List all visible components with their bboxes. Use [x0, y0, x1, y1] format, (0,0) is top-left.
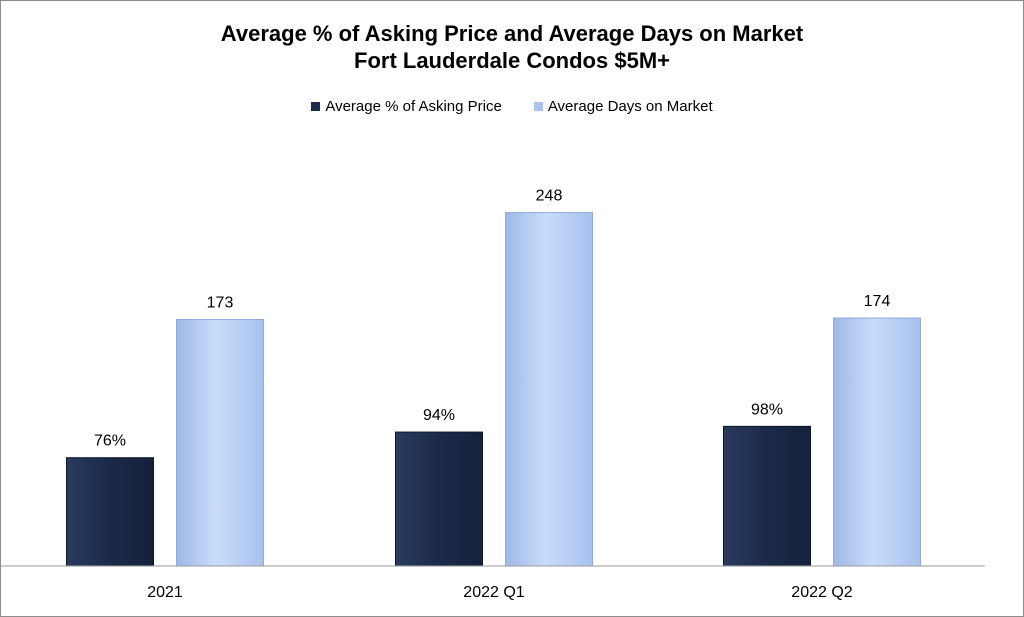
legend-item-days-on-market: Average Days on Market	[533, 98, 713, 115]
bars-layer: 76% 173 94% 248 98% 174	[66, 188, 921, 567]
chart-title-block: Average % of Asking Price and Average Da…	[0, 20, 1024, 74]
data-label-asking-price-1: 94%	[423, 407, 455, 424]
chart-legend: Average % of Asking Price Average Days o…	[0, 98, 1024, 115]
x-tick-label-1: 2022 Q1	[463, 584, 524, 601]
legend-item-asking-price: Average % of Asking Price	[311, 98, 502, 115]
legend-label-days-on-market: Average Days on Market	[547, 98, 713, 115]
x-axis-tick-labels: 2021 2022 Q1 2022 Q2	[147, 584, 853, 601]
legend-swatch-days-on-market	[533, 102, 543, 111]
bar-days-on-market-0	[176, 318, 264, 567]
bar-asking-price-1	[395, 431, 483, 567]
legend-label-asking-price: Average % of Asking Price	[325, 98, 502, 115]
data-label-asking-price-2: 98%	[751, 401, 783, 418]
chart-title: Average % of Asking Price and Average Da…	[220, 21, 804, 46]
bar-days-on-market-2	[833, 317, 921, 567]
bar-days-on-market-1	[505, 212, 593, 567]
bar-asking-price-0	[66, 457, 154, 567]
bar-asking-price-2	[723, 425, 811, 567]
x-tick-label-0: 2021	[147, 584, 183, 601]
legend-swatch-asking-price	[311, 102, 321, 111]
chart-subtitle: Fort Lauderdale Condos $5M+	[354, 48, 670, 73]
x-tick-label-2: 2022 Q2	[791, 584, 852, 601]
data-label-asking-price-0: 76%	[94, 433, 126, 450]
data-label-days-on-market-0: 173	[207, 294, 234, 311]
data-label-days-on-market-1: 248	[536, 188, 563, 205]
data-label-days-on-market-2: 174	[864, 293, 891, 310]
